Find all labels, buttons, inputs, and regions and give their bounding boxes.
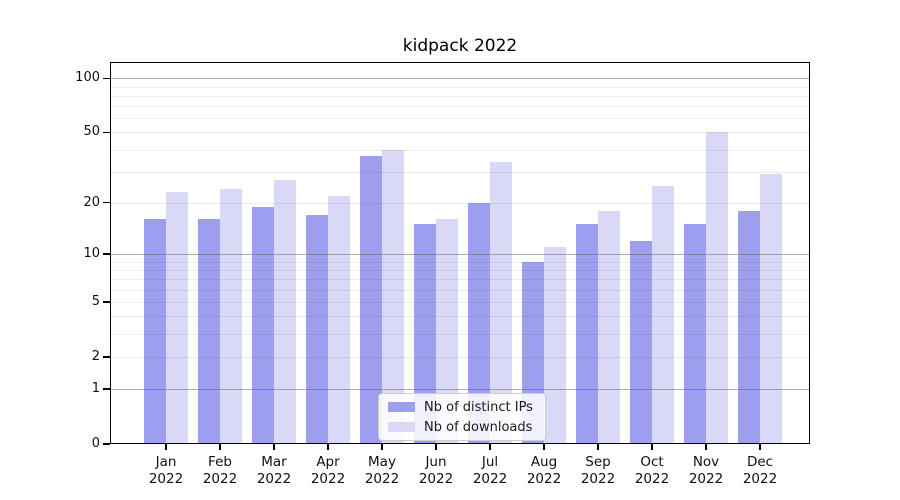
x-tick-label-apr: Apr 2022: [310, 454, 346, 487]
y-tick-label-20: 20: [83, 194, 100, 210]
x-tick-jan: [165, 444, 167, 450]
bar-nb-of-distinct-ips-apr: [306, 214, 328, 444]
gridline-6: [110, 289, 810, 291]
bar-nb-of-downloads-mar: [274, 179, 296, 444]
gridline-100: [110, 78, 810, 80]
gridline-3: [110, 334, 810, 336]
y-tick-100: [103, 77, 110, 79]
legend-label-downloads: Nb of downloads: [424, 419, 533, 435]
bar-nb-of-downloads-dec: [760, 174, 782, 444]
y-tick-label-5: 5: [91, 294, 100, 309]
y-tick-label-2: 2: [91, 348, 100, 364]
y-tick-1: [103, 388, 110, 390]
x-tick-label-oct: Oct 2022: [634, 454, 670, 487]
y-tick-label-0: 0: [91, 436, 100, 451]
x-tick-dec: [759, 444, 761, 450]
bar-nb-of-distinct-ips-jan: [144, 219, 166, 444]
legend-label-distinct-ips: Nb of distinct IPs: [424, 399, 533, 415]
bar-nb-of-downloads-jun: [436, 219, 458, 444]
gridline-10: [110, 253, 810, 256]
gridline-4: [110, 316, 810, 318]
gridline-40: [110, 149, 810, 151]
x-tick-sep: [597, 444, 599, 450]
legend-swatch-downloads: [388, 422, 415, 432]
bar-nb-of-downloads-oct: [652, 185, 674, 444]
x-tick-jun: [435, 444, 437, 450]
x-tick-jul: [489, 444, 491, 450]
y-tick-50: [103, 131, 110, 134]
gridline-70: [110, 106, 810, 108]
bar-nb-of-downloads-apr: [328, 195, 350, 444]
bar-nb-of-downloads-nov: [706, 132, 728, 444]
x-tick-label-feb: Feb 2022: [202, 454, 238, 487]
x-tick-apr: [327, 444, 329, 450]
y-tick-label-50: 50: [83, 124, 100, 140]
x-tick-label-aug: Aug 2022: [526, 454, 562, 487]
x-tick-label-jan: Jan 2022: [148, 454, 184, 487]
gridline-8: [110, 269, 810, 271]
bar-nb-of-downloads-sep: [598, 210, 620, 444]
y-tick-label-10: 10: [83, 245, 100, 261]
bar-nb-of-distinct-ips-mar: [252, 206, 274, 444]
y-tick-10: [103, 253, 110, 255]
bar-nb-of-downloads-feb: [220, 188, 242, 444]
legend: Nb of distinct IPs Nb of downloads: [378, 393, 546, 441]
x-tick-label-sep: Sep 2022: [580, 454, 616, 487]
gridline-90: [110, 86, 810, 88]
legend-entry-distinct-ips: Nb of distinct IPs: [388, 400, 536, 415]
x-tick-may: [381, 444, 383, 450]
y-tick-20: [103, 202, 110, 204]
y-tick-5: [103, 301, 110, 303]
bar-nb-of-distinct-ips-may: [360, 155, 382, 444]
chart-title: kidpack 2022: [402, 36, 518, 56]
x-tick-label-jun: Jun 2022: [418, 454, 454, 487]
x-tick-label-nov: Nov 2022: [688, 454, 724, 487]
bar-nb-of-downloads-may: [382, 149, 404, 444]
gridline-50: [110, 132, 810, 134]
y-tick-label-1: 1: [91, 381, 100, 397]
gridline-1: [110, 389, 810, 391]
gridline-2: [110, 356, 810, 358]
x-tick-oct: [651, 444, 653, 450]
y-tick-0: [103, 443, 110, 445]
x-tick-feb: [219, 444, 221, 450]
bar-nb-of-distinct-ips-feb: [198, 219, 220, 444]
bar-nb-of-distinct-ips-dec: [738, 210, 760, 444]
gridline-5: [110, 302, 810, 303]
x-tick-label-jul: Jul 2022: [472, 454, 508, 487]
x-tick-label-mar: Mar 2022: [256, 454, 292, 487]
x-tick-label-may: May 2022: [364, 454, 400, 487]
x-tick-nov: [705, 444, 707, 450]
gridline-30: [110, 171, 810, 173]
x-tick-mar: [273, 444, 275, 450]
bar-nb-of-downloads-aug: [544, 247, 566, 444]
gridline-20: [110, 202, 810, 204]
bar-nb-of-downloads-jan: [166, 192, 188, 444]
gridline-80: [110, 95, 810, 97]
legend-swatch-distinct-ips: [388, 402, 415, 412]
bar-nb-of-distinct-ips-oct: [630, 240, 652, 444]
gridline-7: [110, 279, 810, 281]
x-tick-label-dec: Dec 2022: [742, 454, 778, 487]
plot-area: Nb of distinct IPs Nb of downloads 0 1 2 5 1…: [75, 62, 810, 487]
y-tick-label-100: 100: [75, 70, 100, 86]
y-tick-2: [103, 356, 110, 358]
bar-nb-of-downloads-jul: [490, 162, 512, 444]
bar-nb-of-distinct-ips-jul: [468, 202, 490, 444]
legend-entry-downloads: Nb of downloads: [388, 420, 536, 435]
gridline-60: [110, 118, 810, 120]
x-tick-aug: [543, 444, 545, 450]
gridline-9: [110, 261, 810, 263]
